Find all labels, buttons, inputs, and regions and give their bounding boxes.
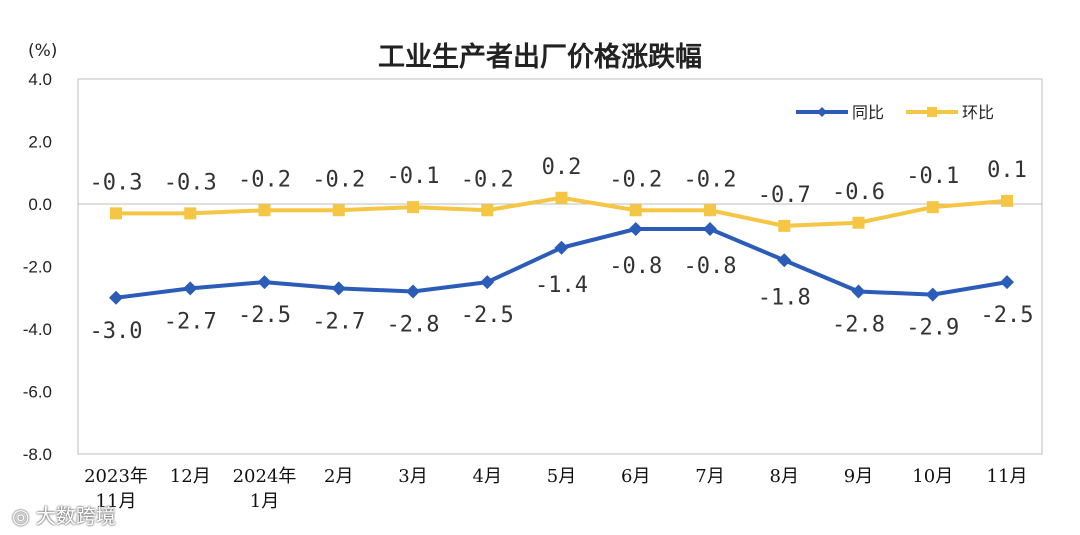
- data-label: -1.4: [535, 273, 588, 298]
- data-point: [704, 204, 716, 217]
- x-tick-label: 3月: [398, 466, 427, 487]
- plot-area-border: [77, 78, 1043, 455]
- data-label: -0.2: [609, 167, 662, 192]
- chart-title: 工业生产者出厂价格涨跌幅: [378, 42, 702, 73]
- data-point: [851, 284, 866, 299]
- series-lines: [109, 191, 1014, 305]
- x-tick-label: 7月: [695, 466, 724, 487]
- data-point: [1001, 194, 1013, 207]
- watermark-text: 大数跨境: [35, 504, 116, 528]
- data-label: -0.7: [758, 183, 811, 208]
- y-axis: 4.0 2.0 0.0 -2.0 -4.0 -6.0 -8.0: [23, 70, 1042, 464]
- x-tick-label: 9月: [844, 466, 873, 487]
- data-label: -0.2: [312, 167, 365, 192]
- data-label: -2.9: [906, 316, 959, 341]
- data-label: -2.5: [981, 303, 1034, 328]
- data-label: -0.3: [90, 170, 143, 195]
- x-tick-label: 8月: [770, 466, 799, 487]
- data-point: [258, 204, 271, 217]
- data-label: -2.5: [238, 303, 291, 328]
- data-point: [554, 240, 569, 255]
- data-point: [109, 290, 123, 305]
- x-tick-label: 6月: [621, 466, 650, 487]
- data-label: -2.8: [832, 313, 885, 338]
- data-point: [407, 201, 419, 214]
- y-tick-label: 2.0: [28, 133, 52, 152]
- x-tick-label: 10月: [912, 466, 953, 487]
- data-label: -3.0: [90, 319, 143, 344]
- data-label: -0.6: [832, 180, 885, 205]
- x-tick-label: 4月: [473, 466, 502, 487]
- legend: 同比 环比: [796, 103, 994, 122]
- x-tick-label: 2023年: [84, 466, 148, 487]
- data-point: [332, 204, 345, 217]
- data-label: -2.7: [312, 309, 365, 334]
- data-label: 0.1: [987, 158, 1027, 183]
- data-label: -0.1: [387, 164, 440, 189]
- y-tick-label: 0.0: [28, 195, 52, 214]
- x-tick-label: 11月: [96, 491, 137, 512]
- data-point: [703, 222, 717, 236]
- data-point: [628, 222, 643, 236]
- data-point: [926, 201, 939, 214]
- data-label: -0.1: [906, 164, 959, 189]
- data-label: 0.2: [542, 155, 582, 180]
- data-label: -0.2: [684, 167, 737, 192]
- data-label: -2.7: [164, 309, 217, 334]
- data-point: [555, 191, 568, 204]
- y-tick-label: -8.0: [23, 445, 52, 464]
- data-labels: -3.0 -2.7 -2.5 -2.7 -2.8 -2.5 -1.4 -0.8 -0.8 -1.8…: [90, 155, 1034, 344]
- data-label: -2.5: [461, 303, 514, 328]
- x-tick-label: 5月: [547, 466, 576, 487]
- data-point: [480, 275, 495, 290]
- y-tick-label: -4.0: [23, 320, 52, 339]
- y-tick-label: 4.0: [28, 70, 52, 89]
- y-tick-label: -2.0: [23, 258, 52, 277]
- x-tick-label: 2月: [324, 466, 353, 487]
- legend-label: 同比: [852, 103, 884, 122]
- x-tick-label: 11月: [987, 466, 1028, 487]
- x-tick-label: 1月: [250, 491, 279, 512]
- legend-label: 环比: [962, 103, 994, 122]
- data-point: [925, 287, 940, 302]
- data-point: [778, 219, 791, 232]
- data-point: [777, 253, 792, 268]
- data-point: [331, 281, 346, 296]
- data-point: [183, 281, 198, 296]
- watermark: ◎ 大数跨境: [12, 500, 116, 529]
- data-point: [257, 275, 272, 290]
- data-label: -0.8: [684, 254, 737, 279]
- weibo-icon: ◎: [12, 504, 30, 528]
- data-point: [1000, 275, 1014, 290]
- legend-marker: [817, 107, 827, 117]
- data-point: [110, 207, 122, 220]
- y-axis-unit: (%): [28, 41, 57, 61]
- data-label: -0.8: [609, 254, 662, 279]
- data-label: -0.2: [461, 167, 514, 192]
- data-point: [852, 216, 865, 229]
- y-tick-label: -6.0: [23, 383, 52, 402]
- data-label: -0.2: [238, 167, 291, 192]
- x-axis: 2023年 11月 12月 2024年 1月 2月 3月 4月 5月 6月 7月 8月 9月 10月 11月: [84, 466, 1027, 512]
- data-label: -0.3: [164, 170, 217, 195]
- data-point: [406, 284, 420, 299]
- data-point: [184, 207, 197, 220]
- x-tick-label: 12月: [170, 466, 211, 487]
- data-point: [629, 204, 642, 217]
- x-tick-label: 2024年: [233, 466, 297, 487]
- data-label: -1.8: [758, 285, 811, 310]
- data-point: [481, 204, 494, 217]
- data-label: -2.8: [387, 313, 440, 338]
- legend-marker: [927, 107, 937, 117]
